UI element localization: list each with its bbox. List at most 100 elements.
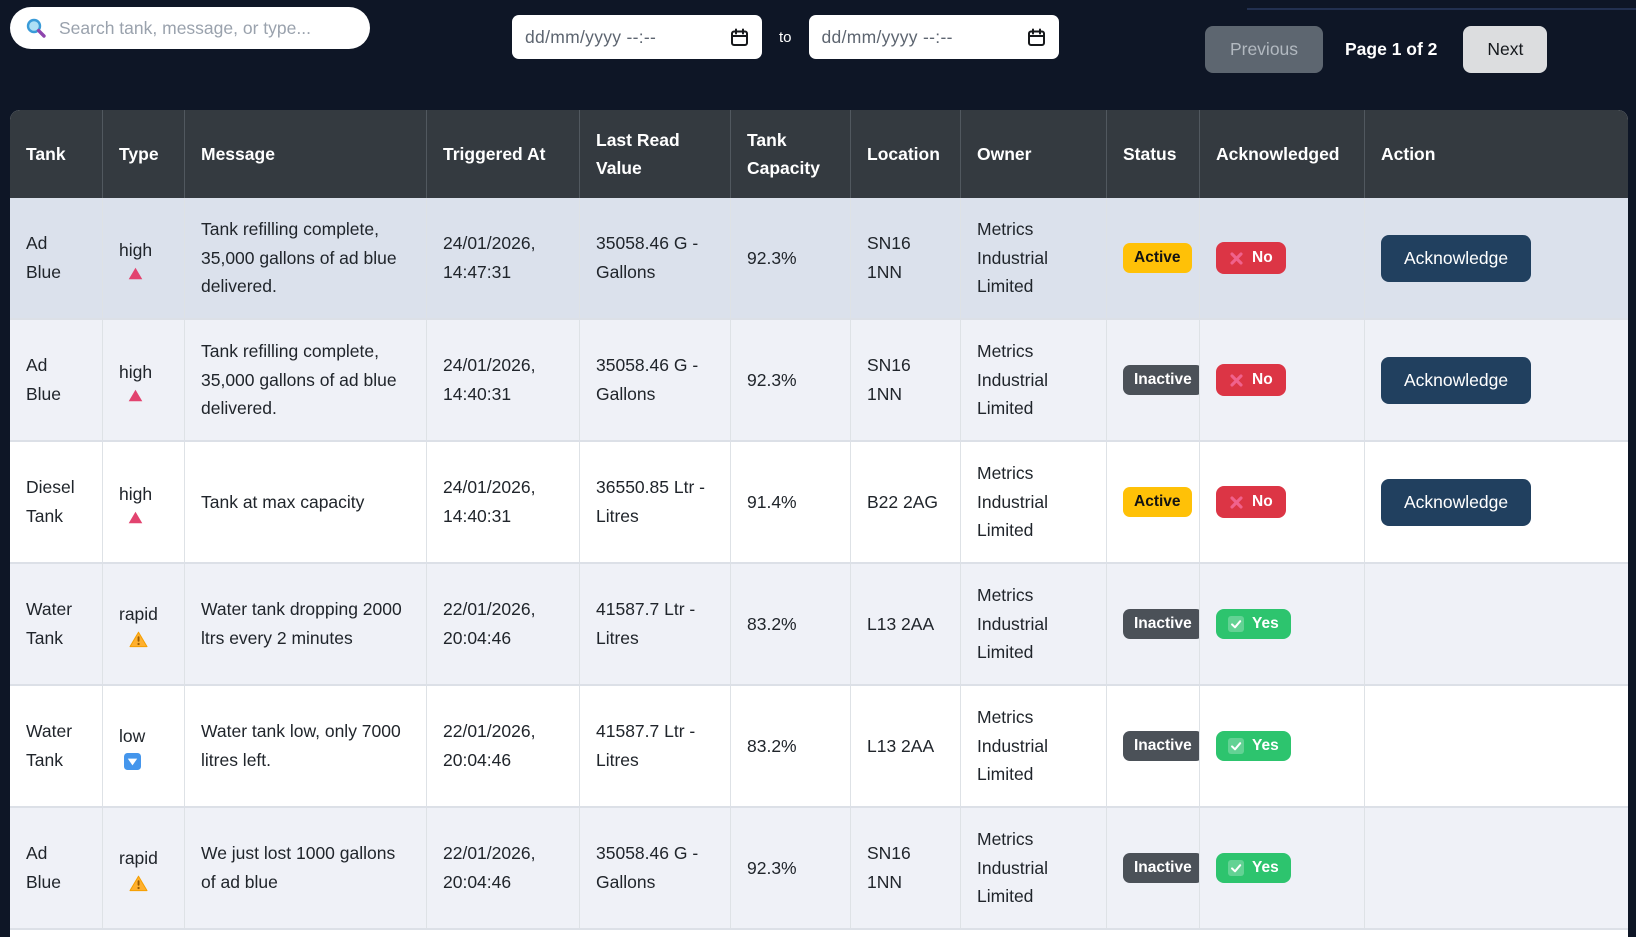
page-indicator: Page 1 of 2 <box>1345 39 1437 60</box>
table-body: Ad Blue high Tank refilling complete, 35,0… <box>10 198 1628 937</box>
calendar-icon[interactable] <box>730 28 749 47</box>
acknowledged-label: Yes <box>1252 737 1279 756</box>
owner: Metrics Industrial Limited <box>977 337 1090 424</box>
triangle-up-icon <box>128 267 143 280</box>
last-read-value: 35058.46 G - Gallons <box>596 229 714 287</box>
column-header-owner: Owner <box>961 110 1107 198</box>
status-badge: Inactive <box>1123 365 1200 396</box>
column-header-tank-capacity: Tank Capacity <box>731 110 851 198</box>
x-icon <box>1229 495 1244 510</box>
tank-capacity: 83.2% <box>747 732 797 761</box>
location: B22 2AG <box>867 488 938 517</box>
owner: Metrics Industrial Limited <box>977 581 1090 668</box>
check-icon <box>1228 616 1244 632</box>
search-box[interactable] <box>10 7 370 49</box>
triangle-up-icon <box>128 511 143 524</box>
column-header-tank: Tank <box>10 110 103 198</box>
last-read-value: 35058.46 G - Gallons <box>596 839 714 897</box>
triggered-at: 22/01/2026, 20:04:46 <box>443 839 563 897</box>
x-icon <box>1229 251 1244 266</box>
tank-name: Ad Blue <box>26 229 61 287</box>
column-header-location: Location <box>851 110 961 198</box>
tank-name: Water Tank <box>26 595 72 653</box>
status-badge: Active <box>1123 243 1192 274</box>
column-header-triggered-at: Triggered At <box>427 110 580 198</box>
owner: Metrics Industrial Limited <box>977 459 1090 546</box>
last-read-value: 41587.7 Ltr - Litres <box>596 595 714 653</box>
last-read-value: 35058.46 G - Gallons <box>596 351 714 409</box>
alert-type-label: rapid <box>119 844 158 873</box>
date-range-to-label: to <box>779 29 792 46</box>
warning-icon <box>129 875 148 892</box>
acknowledged-badge: No <box>1216 364 1286 397</box>
table-header-row: TankTypeMessageTriggered AtLast Read Val… <box>10 110 1628 198</box>
location: L13 2AA <box>867 732 934 761</box>
location: SN16 1NN <box>867 839 944 897</box>
triggered-at: 22/01/2026, 20:04:46 <box>443 595 563 653</box>
column-header-acknowledged: Acknowledged <box>1200 110 1365 198</box>
last-read-value: 41587.7 Ltr - Litres <box>596 717 714 775</box>
calendar-icon[interactable] <box>1027 28 1046 47</box>
acknowledged-label: No <box>1252 371 1273 390</box>
date-to-input[interactable]: dd/mm/yyyy --:-- <box>809 15 1059 59</box>
x-icon <box>1229 373 1244 388</box>
status-badge: Inactive <box>1123 731 1200 762</box>
table-row: Ad BluehighTank refilling complete, 35,0… <box>10 198 1628 320</box>
table-row: Diesel TankhighTank at max capacity24/01… <box>10 442 1628 564</box>
tank-capacity: 91.4% <box>747 488 797 517</box>
warning-icon <box>129 631 148 648</box>
acknowledged-label: Yes <box>1252 859 1279 878</box>
alert-type-label: high <box>119 236 152 265</box>
triggered-at: 24/01/2026, 14:40:31 <box>443 351 563 409</box>
owner: Metrics Industrial Limited <box>977 825 1090 912</box>
column-header-last-read-value: Last Read Value <box>580 110 731 198</box>
date-range-filter: dd/mm/yyyy --:-- to dd/mm/yyyy --:-- <box>512 15 1059 59</box>
acknowledged-label: No <box>1252 493 1273 512</box>
acknowledged-badge: Yes <box>1216 853 1291 884</box>
down-arrow-icon <box>124 753 141 770</box>
acknowledged-badge: No <box>1216 242 1286 275</box>
alerts-table: TankTypeMessageTriggered AtLast Read Val… <box>10 110 1628 937</box>
acknowledge-button[interactable]: Acknowledge <box>1381 357 1531 404</box>
triangle-up-icon <box>128 389 143 402</box>
tank-capacity: 92.3% <box>747 366 797 395</box>
status-badge: Inactive <box>1123 609 1200 640</box>
next-button[interactable]: Next <box>1463 26 1547 73</box>
tank-name: Diesel Tank <box>26 473 75 531</box>
top-divider <box>1247 8 1636 10</box>
alert-message: Water tank dropping 2000 ltrs every 2 mi… <box>201 595 410 653</box>
check-icon <box>1228 860 1244 876</box>
acknowledged-badge: No <box>1216 486 1286 519</box>
pagination: Previous Page 1 of 2 Next <box>1205 26 1547 73</box>
acknowledged-badge: Yes <box>1216 609 1291 640</box>
last-read-value: 36550.85 Ltr - Litres <box>596 473 714 531</box>
location: SN16 1NN <box>867 351 944 409</box>
column-header-action: Action <box>1365 110 1628 198</box>
alert-message: Tank refilling complete, 35,000 gallons … <box>201 337 410 424</box>
acknowledge-button[interactable]: Acknowledge <box>1381 479 1531 526</box>
alert-message: Water tank low, only 7000 litres left. <box>201 717 410 775</box>
date-from-placeholder: dd/mm/yyyy --:-- <box>525 27 730 48</box>
alert-message: Tank at max capacity <box>201 488 364 517</box>
date-from-input[interactable]: dd/mm/yyyy --:-- <box>512 15 762 59</box>
search-input[interactable] <box>57 17 355 40</box>
tank-name: Ad Blue <box>26 839 61 897</box>
table-row: Water TanklowWater tank low, only 7000 l… <box>10 686 1628 808</box>
table-row: Ad BluehighTank refilling complete, 35,0… <box>10 320 1628 442</box>
column-header-message: Message <box>185 110 427 198</box>
triggered-at: 24/01/2026, 14:40:31 <box>443 473 563 531</box>
tank-name: Ad Blue <box>26 351 61 409</box>
tank-capacity: 83.2% <box>747 610 797 639</box>
table-row: Water TankrapidWater tank dropping 2000 … <box>10 564 1628 686</box>
owner: Metrics Industrial Limited <box>977 703 1090 790</box>
triggered-at: 24/01/2026, 14:47:31 <box>443 229 563 287</box>
triggered-at: 22/01/2026, 20:04:46 <box>443 717 563 775</box>
check-icon <box>1228 738 1244 754</box>
acknowledged-badge: Yes <box>1216 731 1291 762</box>
tank-name: Water Tank <box>26 717 72 775</box>
table-row: Ad BluerapidWe just lost 1000 gallons of… <box>10 808 1628 930</box>
previous-button[interactable]: Previous <box>1205 26 1323 73</box>
owner: Metrics Industrial Limited <box>977 215 1090 302</box>
search-icon <box>25 17 47 39</box>
acknowledge-button[interactable]: Acknowledge <box>1381 235 1531 282</box>
